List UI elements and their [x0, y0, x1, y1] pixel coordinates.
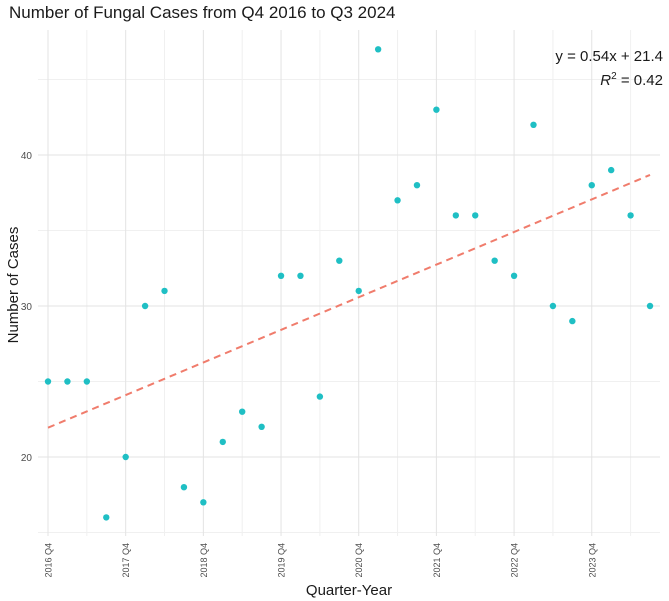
x-tick-labels: 2016 Q4 2017 Q4 2018 Q4 2019 Q4 2020 Q4 2021 …	[44, 543, 598, 578]
data-point	[44, 378, 52, 385]
data-point	[141, 302, 149, 310]
data-point	[355, 287, 362, 295]
data-point	[83, 378, 91, 385]
x-axis-label: Quarter-Year	[306, 582, 392, 599]
y-axis-label: Number of Cases	[5, 227, 22, 344]
y-tick-labels: 20 30 40	[21, 151, 33, 464]
data-point	[180, 484, 188, 491]
data-point	[161, 287, 168, 295]
data-point	[336, 257, 343, 264]
data-point	[646, 302, 654, 310]
data-point	[452, 212, 460, 219]
data-point	[239, 408, 246, 415]
data-point	[588, 182, 595, 189]
r-squared-value: = 0.42	[616, 72, 663, 89]
data-point	[433, 106, 440, 113]
r-squared-exponent: 2	[611, 71, 617, 82]
trend-equation: y = 0.54x + 21.4	[555, 48, 663, 65]
x-tick-label: 2021 Q4	[432, 543, 442, 578]
data-point	[103, 514, 110, 521]
data-points	[44, 46, 654, 521]
data-point	[549, 302, 557, 310]
data-point	[258, 423, 265, 430]
data-point	[200, 499, 207, 506]
r-squared-symbol: R	[600, 72, 612, 89]
data-point	[297, 272, 304, 279]
r-squared: R2 = 0.42	[600, 71, 663, 89]
y-tick-label: 30	[21, 302, 33, 313]
x-tick-label: 2020 Q4	[354, 543, 364, 578]
y-tick-label: 20	[21, 453, 33, 464]
x-tick-label: 2018 Q4	[199, 543, 209, 578]
grid-lines	[38, 30, 660, 536]
x-tick-label: 2022 Q4	[510, 543, 520, 578]
data-point	[122, 453, 129, 461]
x-tick-label: 2023 Q4	[587, 543, 597, 578]
x-tick-label: 2017 Q4	[121, 543, 131, 578]
data-point	[491, 257, 498, 264]
y-tick-label: 40	[21, 151, 33, 162]
data-point	[510, 272, 518, 279]
data-point	[607, 166, 615, 174]
data-point	[394, 197, 401, 204]
trendline-group	[47, 174, 651, 429]
chart-title: Number of Fungal Cases from Q4 2016 to Q…	[9, 3, 396, 22]
data-point	[627, 212, 634, 219]
x-tick-label: 2019 Q4	[277, 543, 287, 578]
data-point	[569, 317, 576, 325]
data-point	[316, 393, 324, 400]
data-point	[219, 438, 226, 446]
data-point	[64, 378, 71, 385]
data-point	[374, 46, 382, 53]
data-point	[277, 272, 285, 279]
data-point	[530, 121, 537, 128]
data-point	[472, 212, 479, 219]
data-point	[413, 182, 421, 189]
x-tick-label: 2016 Q4	[44, 543, 54, 578]
trendline	[47, 174, 651, 429]
